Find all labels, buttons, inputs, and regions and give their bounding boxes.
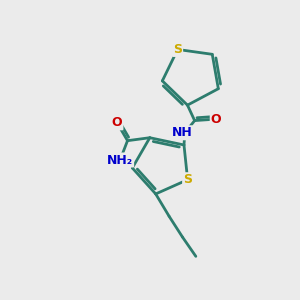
Text: S: S <box>183 173 192 186</box>
Text: O: O <box>112 116 122 129</box>
Text: NH: NH <box>172 126 192 139</box>
Text: NH₂: NH₂ <box>107 154 133 166</box>
Text: O: O <box>211 112 221 126</box>
Text: S: S <box>173 43 182 56</box>
